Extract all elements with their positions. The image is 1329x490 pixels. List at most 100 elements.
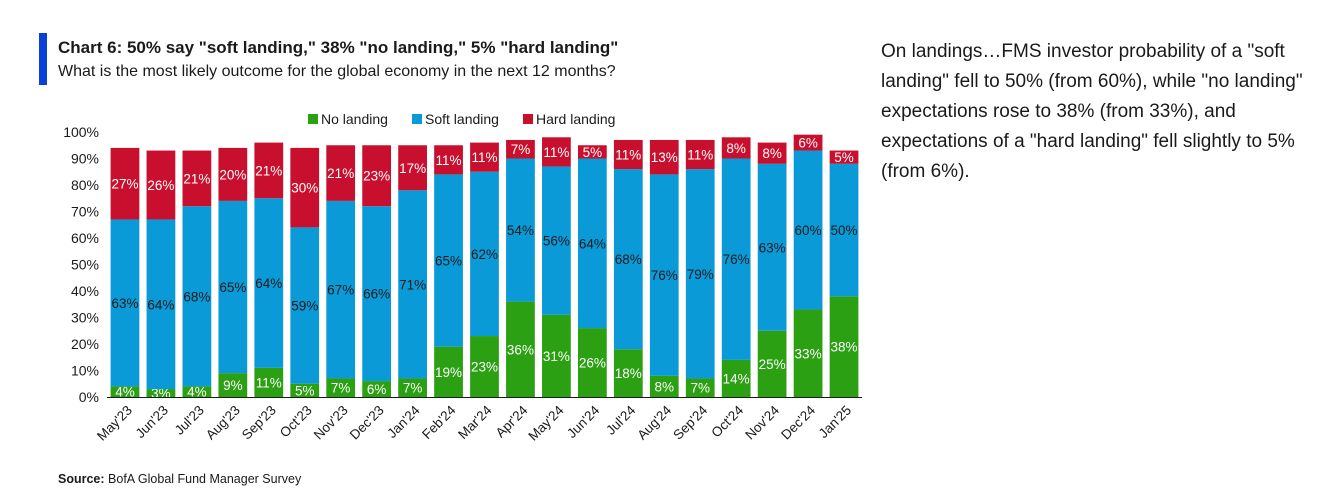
data-label: 79%: [687, 267, 714, 282]
bar-segment: [146, 389, 176, 397]
bar-segment: [613, 139, 643, 170]
bar-segment: [434, 174, 463, 347]
bar-segment: [829, 150, 859, 164]
x-tick-label: Jan'25: [816, 403, 854, 441]
bar-segment: [577, 158, 607, 329]
x-tick-label: Dec'23: [347, 403, 387, 443]
data-label: 7%: [690, 381, 710, 396]
x-tick-label: Aug'24: [634, 402, 674, 442]
data-label: 14%: [723, 371, 750, 386]
x-tick-label: Nov'23: [311, 403, 351, 443]
data-label: 66%: [363, 287, 390, 302]
bar-segment: [470, 336, 499, 397]
data-label: 54%: [507, 223, 534, 238]
bar-segment: [506, 139, 535, 159]
data-label: 76%: [723, 252, 750, 267]
bar-segment: [649, 174, 679, 376]
bar-segment: [110, 219, 140, 387]
bar-segment: [290, 227, 320, 384]
data-label: 17%: [399, 161, 426, 176]
data-label: 21%: [183, 171, 210, 186]
bar-segment: [757, 163, 787, 331]
bar-segment: [182, 386, 212, 397]
data-label: 64%: [579, 236, 606, 251]
y-tick-label: 50%: [71, 257, 99, 273]
data-label: 65%: [435, 254, 462, 269]
data-label: 11%: [471, 150, 497, 165]
data-label: 8%: [726, 141, 746, 156]
x-tick-label: Oct'24: [708, 402, 746, 440]
data-label: 6%: [798, 136, 818, 151]
bar-segment: [218, 147, 248, 201]
x-tick-label: Sep'24: [670, 402, 710, 442]
x-tick-label: Aug'23: [203, 403, 243, 443]
bar-segment: [146, 150, 176, 220]
bar-segment: [218, 373, 248, 397]
data-label: 27%: [111, 177, 138, 192]
y-tick-label: 70%: [71, 204, 99, 220]
data-label: 71%: [399, 277, 426, 292]
bar-segment: [793, 309, 823, 397]
data-label: 21%: [255, 163, 282, 178]
bar-segment: [542, 314, 571, 397]
bar-segment: [398, 145, 427, 191]
bar-segment: [182, 150, 212, 207]
bar-segment: [685, 378, 715, 397]
bar-segment: [649, 139, 679, 175]
y-tick-label: 60%: [71, 230, 99, 246]
bar-segment: [721, 158, 751, 360]
bar-segment: [110, 386, 140, 397]
bar-segment: [649, 375, 679, 397]
x-tick-label: Jan'24: [384, 402, 423, 441]
bar-segment: [434, 145, 463, 175]
data-label: 5%: [295, 383, 315, 398]
source-note: Source: BofA Global Fund Manager Survey: [58, 472, 301, 486]
data-label: 11%: [436, 153, 462, 168]
data-label: 25%: [759, 357, 786, 372]
bar-segment: [254, 142, 284, 199]
bar-segment: [398, 190, 427, 379]
bar-segment: [218, 200, 248, 374]
data-label: 23%: [363, 169, 390, 184]
bar-segment: [110, 147, 140, 220]
y-tick-label: 0%: [79, 389, 99, 405]
bar-segment: [470, 142, 499, 172]
bar-segment: [146, 219, 176, 390]
x-tick-label: Nov'24: [742, 402, 782, 442]
bar-segment: [577, 328, 607, 397]
data-label: 68%: [183, 289, 210, 304]
x-tick-label: Jun'24: [564, 402, 603, 441]
data-label: 11%: [256, 375, 282, 390]
bar-segment: [362, 206, 392, 382]
data-label: 19%: [435, 365, 462, 380]
data-label: 60%: [795, 223, 822, 238]
bar-segment: [793, 150, 823, 310]
x-tick-label: Dec'24: [778, 402, 818, 442]
source-text: BofA Global Fund Manager Survey: [108, 472, 302, 486]
x-tick-label: Sep'23: [239, 403, 279, 443]
x-tick-label: Mar'24: [455, 402, 495, 442]
data-label: 63%: [759, 240, 786, 255]
data-label: 62%: [471, 247, 498, 262]
x-tick-label: May'23: [94, 403, 135, 444]
data-label: 65%: [219, 280, 246, 295]
data-label: 4%: [187, 385, 207, 400]
bar-segment: [506, 301, 535, 397]
data-label: 56%: [543, 234, 570, 249]
bar-segment: [254, 367, 284, 397]
data-label: 23%: [471, 360, 498, 375]
data-label: 21%: [327, 166, 354, 181]
data-label: 18%: [615, 366, 642, 381]
data-label: 7%: [403, 381, 423, 396]
bar-segment: [613, 169, 643, 350]
data-label: 64%: [147, 297, 174, 312]
data-label: 26%: [147, 178, 174, 193]
data-label: 59%: [291, 299, 318, 314]
data-label: 33%: [795, 346, 822, 361]
legend-label: Hard landing: [536, 111, 615, 127]
bar-segment: [577, 145, 607, 159]
bar-segment: [613, 349, 643, 397]
bar-segment: [542, 166, 571, 315]
bar-segment: [398, 378, 427, 397]
legend-label: No landing: [321, 111, 388, 127]
